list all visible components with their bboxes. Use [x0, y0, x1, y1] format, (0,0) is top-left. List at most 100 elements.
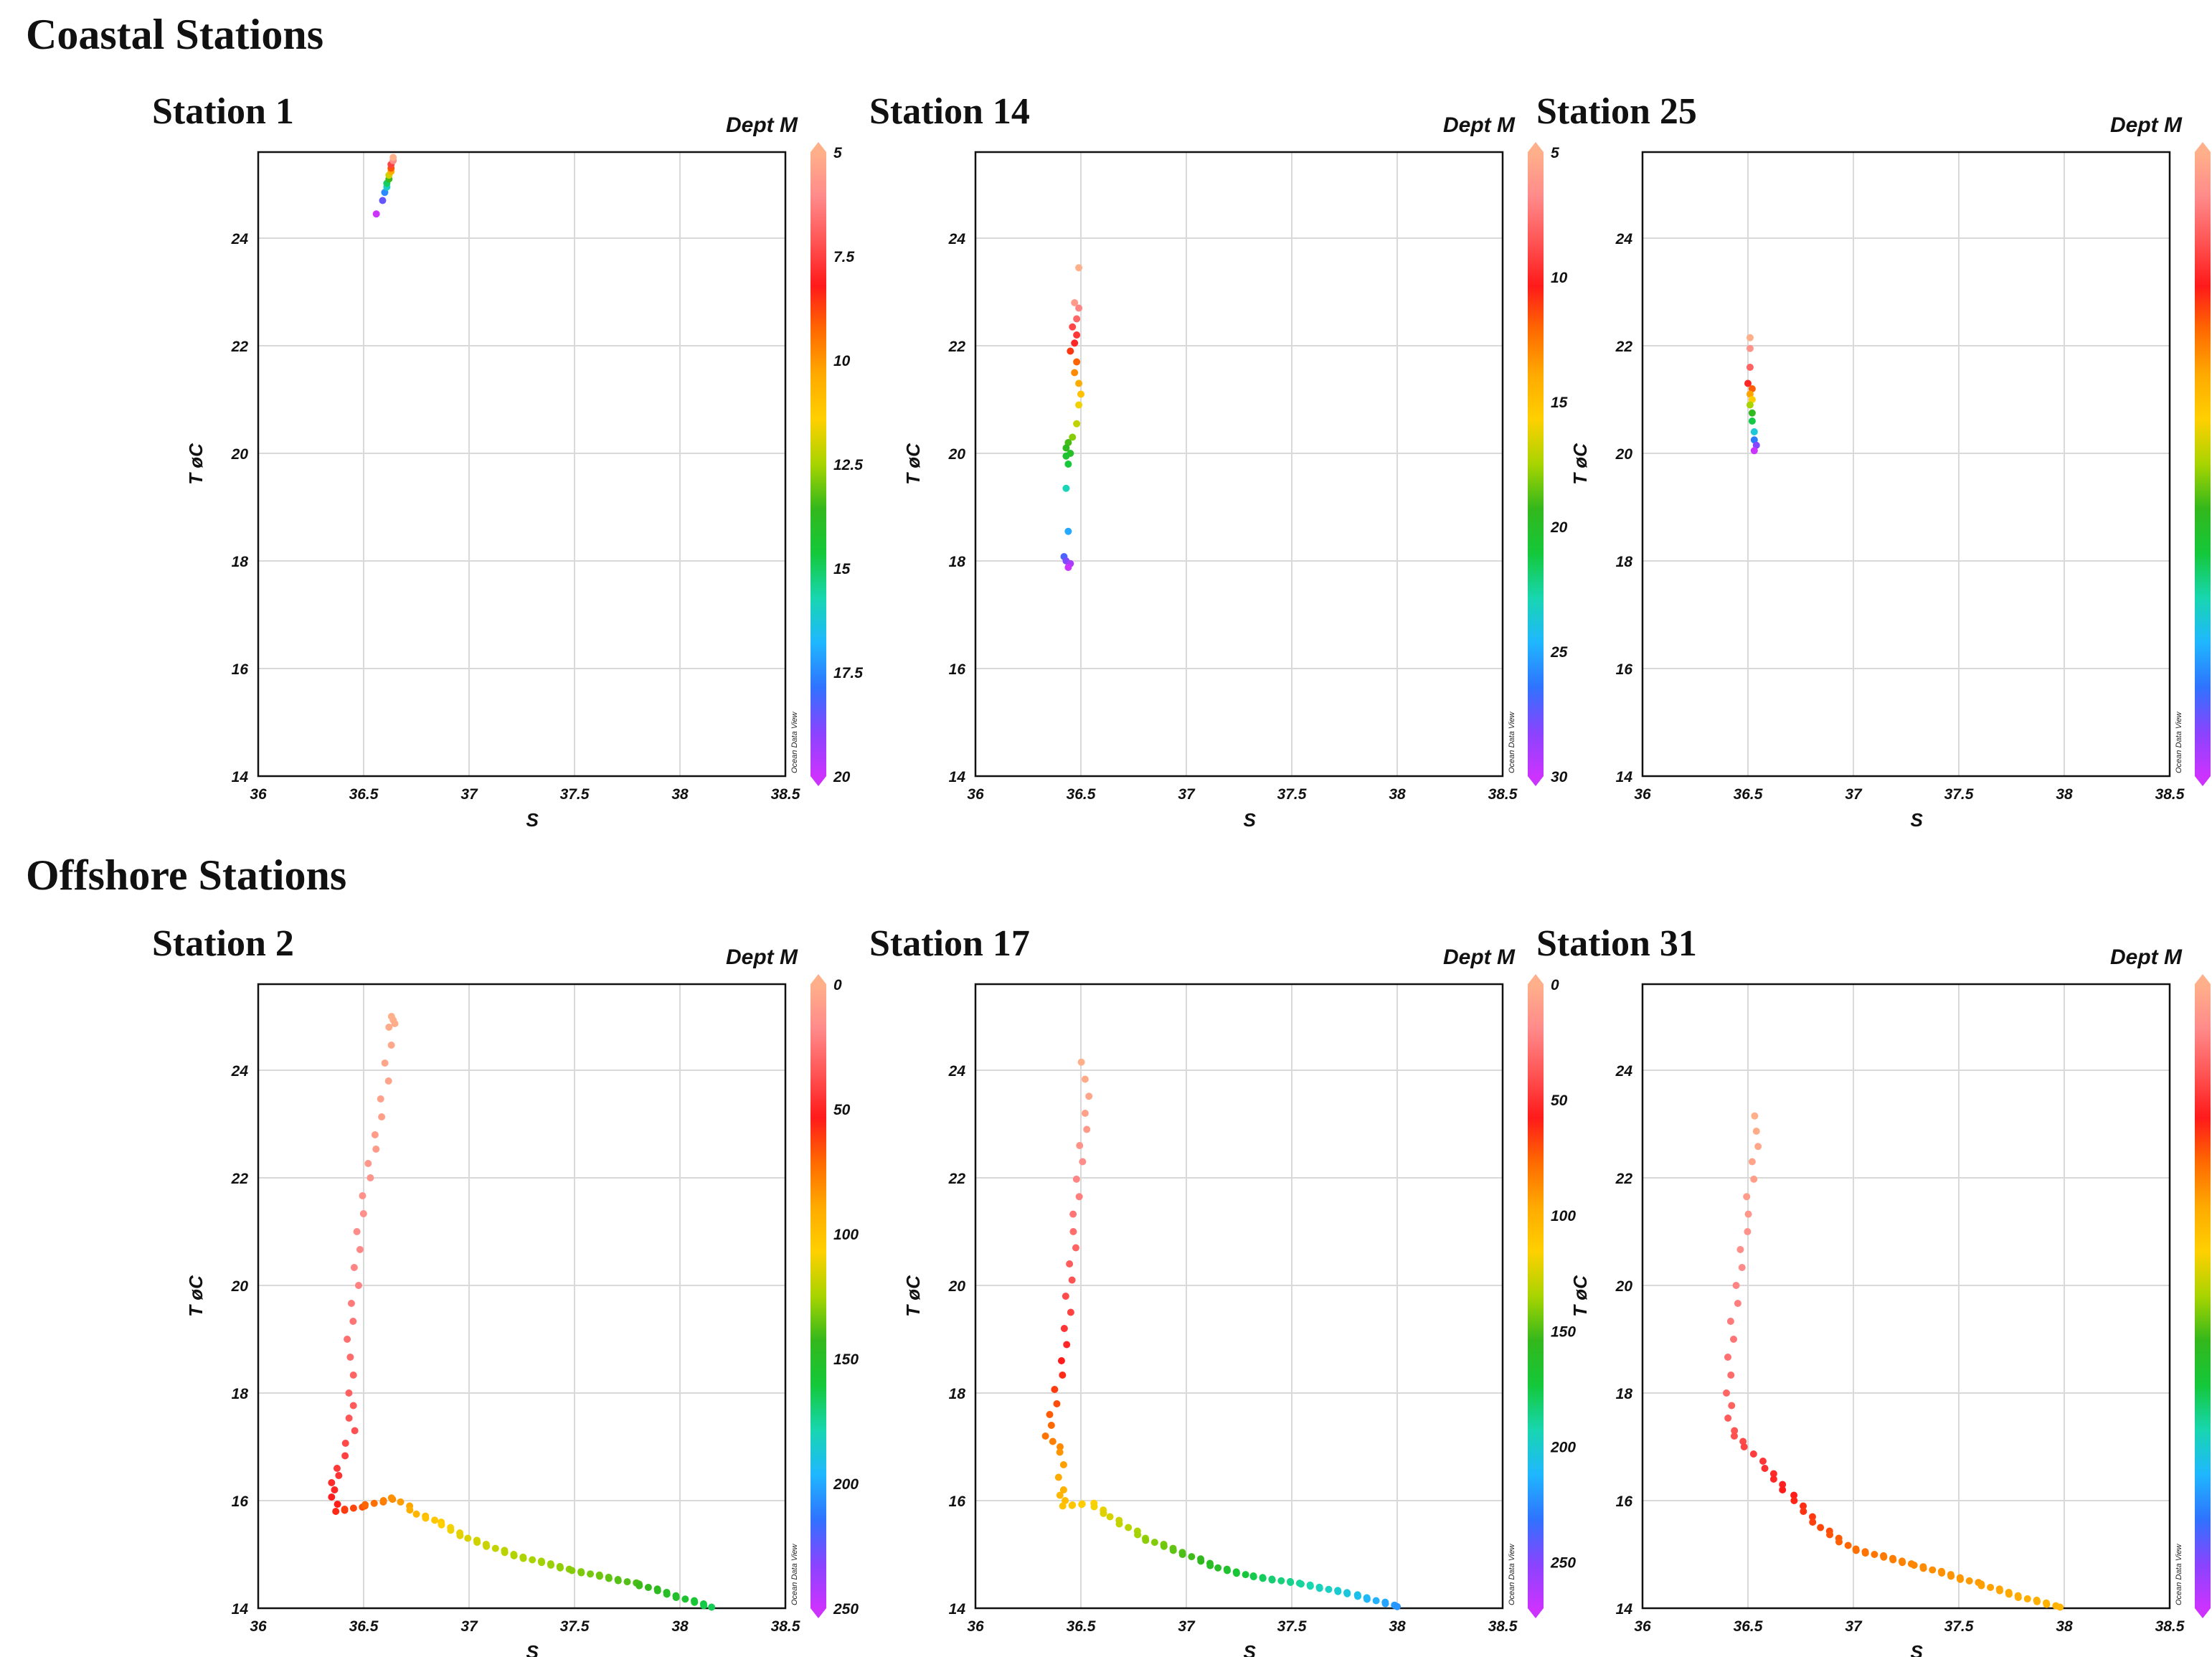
- data-point: [1075, 264, 1083, 272]
- data-point: [1723, 1389, 1731, 1397]
- data-point: [372, 210, 380, 218]
- colorbar-tick-label: 100: [833, 1227, 859, 1243]
- panel-station-17: Station 17 36 36.5 37 37.5 38 38.5 14 16 18 20 22 24…: [717, 904, 1576, 1657]
- data-point: [1067, 1308, 1074, 1316]
- x-tick-label: 37.5: [560, 786, 590, 803]
- data-point: [1996, 1587, 2004, 1595]
- data-point: [344, 1336, 351, 1343]
- data-point: [1075, 401, 1083, 409]
- grid-lines: [258, 152, 785, 776]
- data-point: [1297, 1580, 1305, 1588]
- data-point: [1381, 1600, 1389, 1608]
- data-point: [1929, 1566, 1937, 1574]
- data-point: [1889, 1556, 1897, 1564]
- data-point: [1214, 1564, 1222, 1572]
- data-point: [1769, 1476, 1777, 1483]
- colorbar-tick-label: 250: [1550, 1555, 1576, 1572]
- data-point: [1071, 339, 1079, 347]
- data-point: [1188, 1553, 1196, 1561]
- section-title-coastal: Coastal Stations: [26, 11, 324, 58]
- data-point: [1844, 1542, 1852, 1549]
- data-point: [379, 197, 387, 204]
- ts-diagram: Station 17 36 36.5 37 37.5 38 38.5 14 16 18 20 22 24…: [869, 923, 1576, 1657]
- colorbar-tick-label: 100: [1551, 1208, 1576, 1224]
- colorbar-tick-label: 250: [833, 1601, 859, 1618]
- data-point: [1754, 1143, 1762, 1151]
- data-point: [700, 1602, 708, 1610]
- data-point: [1343, 1590, 1351, 1597]
- data-point: [1169, 1547, 1177, 1554]
- data-point: [371, 1131, 379, 1138]
- data-point: [2043, 1600, 2051, 1608]
- data-point: [345, 1415, 353, 1422]
- data-point: [1073, 420, 1081, 428]
- data-point: [1751, 1112, 1759, 1120]
- data-point: [349, 1402, 357, 1410]
- data-point: [387, 1494, 395, 1502]
- data-point: [1835, 1538, 1843, 1546]
- colorbar-tick-label: 200: [1550, 1439, 1576, 1455]
- data-point: [1743, 1193, 1751, 1201]
- data-point: [1738, 1264, 1746, 1271]
- data-point: [1731, 1427, 1739, 1435]
- data-point: [335, 1472, 343, 1479]
- data-point: [1817, 1524, 1825, 1531]
- x-tick-label: 36: [967, 786, 984, 803]
- data-point: [391, 1020, 399, 1027]
- y-tick-label: 14: [949, 769, 966, 785]
- x-tick-label: 37: [1845, 1618, 1863, 1635]
- data-point: [334, 1501, 341, 1508]
- y-tick-label: 24: [1615, 231, 1633, 247]
- panel-station-31: Station 31 36 36.5 37 37.5 38 38.5 14 16 18 20 22 24…: [1384, 904, 2211, 1657]
- data-point: [510, 1552, 518, 1559]
- data-point: [1057, 1357, 1065, 1364]
- y-tick-label: 20: [948, 446, 966, 463]
- data-point: [356, 1246, 364, 1253]
- data-point: [1075, 379, 1083, 387]
- data-point: [1748, 385, 1756, 392]
- data-point: [491, 1544, 499, 1552]
- data-point: [1125, 1524, 1133, 1531]
- data-point: [1062, 484, 1070, 492]
- data-point: [1100, 1509, 1107, 1517]
- data-point: [1750, 436, 1758, 444]
- data-point: [1059, 1486, 1067, 1493]
- data-point: [345, 1389, 353, 1397]
- data-point: [473, 1539, 481, 1547]
- x-tick-label: 38.5: [771, 1618, 800, 1635]
- data-point: [1938, 1569, 1946, 1577]
- data-point: [1073, 315, 1081, 323]
- colorbar-tick-label: 0: [833, 977, 842, 993]
- data-point: [1744, 1210, 1752, 1218]
- data-point: [1746, 364, 1754, 371]
- data-point: [438, 1521, 445, 1529]
- grid-lines: [975, 984, 1503, 1608]
- data-point: [1063, 1341, 1071, 1349]
- data-point: [406, 1506, 414, 1514]
- colorbar-tick-label: 150: [1551, 1323, 1576, 1340]
- data-point: [1206, 1562, 1214, 1569]
- data-point: [1059, 1461, 1067, 1468]
- data-point: [389, 154, 397, 161]
- data-point: [1053, 1400, 1061, 1407]
- data-point: [1062, 452, 1070, 460]
- data-point: [1746, 401, 1754, 409]
- colorbar: [810, 984, 826, 1608]
- x-tick-label: 36: [250, 1618, 267, 1635]
- ts-diagram: Station 1 36 36.5 37 37.5 38 38.5 14 16 18 20 22 24 S…: [152, 91, 863, 831]
- data-point: [1744, 1228, 1752, 1235]
- data-point: [1957, 1575, 1965, 1583]
- x-tick-label: 37.5: [560, 1618, 590, 1635]
- data-point: [1242, 1571, 1249, 1579]
- plot-frame: [257, 151, 787, 778]
- data-point: [1041, 1432, 1049, 1440]
- data-point: [1790, 1497, 1798, 1504]
- data-point: [1069, 1228, 1077, 1235]
- data-point: [1394, 1602, 1401, 1610]
- data-point: [456, 1531, 464, 1539]
- data-point: [1077, 1058, 1085, 1066]
- x-tick-label: 37: [460, 1618, 478, 1635]
- data-point: [350, 1264, 358, 1271]
- data-point: [644, 1583, 652, 1591]
- data-point: [1730, 1336, 1738, 1343]
